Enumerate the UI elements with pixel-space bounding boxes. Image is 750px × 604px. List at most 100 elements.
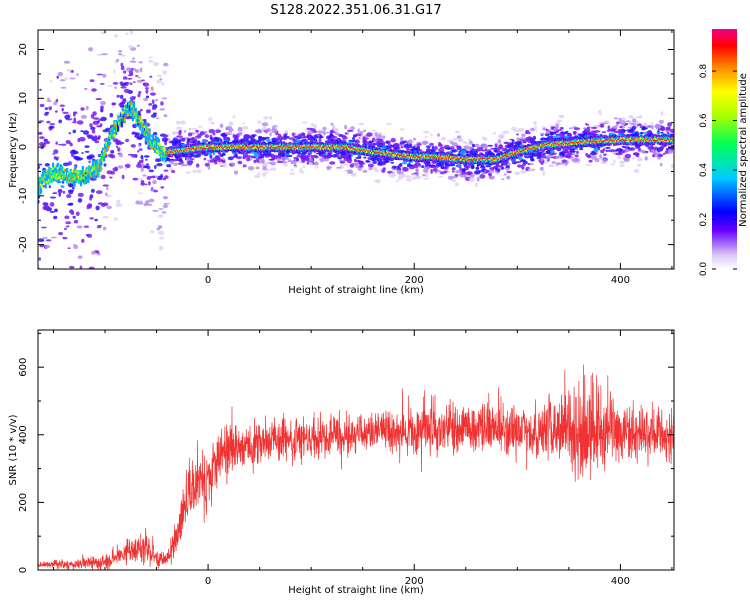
- spectrogram-cell: [151, 87, 154, 92]
- spectrogram-cell: [233, 115, 236, 118]
- spectrogram-cell: [61, 108, 64, 112]
- spectrogram-cell: [366, 132, 372, 137]
- spectrogram-cell: [618, 134, 621, 136]
- spectrogram-cell: [600, 134, 602, 137]
- spectrogram-cell: [585, 123, 588, 125]
- spectrogram-cell: [283, 164, 287, 167]
- spectrogram-ridge-cell: [139, 116, 141, 118]
- spectrogram-cell: [180, 120, 185, 124]
- spectrogram-cell: [98, 202, 104, 205]
- spectrogram-cell: [68, 247, 71, 249]
- spectrogram-ridge-cell: [61, 167, 63, 172]
- spectrogram-cell: [235, 137, 238, 140]
- spectrogram-cell: [242, 126, 249, 130]
- spectrogram-cell: [217, 158, 221, 160]
- spectrogram-cell: [406, 141, 410, 143]
- spectrogram-cell: [226, 132, 230, 135]
- spectrogram-cell: [402, 167, 409, 171]
- spectrogram-cell: [600, 124, 604, 128]
- spectrogram-cell: [137, 45, 140, 47]
- spectrogram-cell: [415, 169, 419, 173]
- spectrogram-cell: [316, 136, 319, 138]
- spectrogram-cell: [230, 163, 233, 165]
- spectrogram-cell: [159, 246, 164, 251]
- spectrogram-cell: [77, 311, 83, 314]
- spectrogram-cell: [118, 165, 124, 169]
- spectrogram-cell: [94, 219, 98, 222]
- spectrogram-cell: [148, 60, 153, 63]
- spectrogram-cell: [359, 162, 363, 166]
- spectrogram-cell: [630, 115, 633, 118]
- spectrogram-cell: [128, 45, 133, 49]
- spectrogram-cell: [89, 123, 92, 127]
- spectrogram-cell: [120, 95, 123, 99]
- spectrogram-cell: [102, 184, 109, 186]
- spectrogram-cell: [73, 156, 77, 160]
- spectrogram-cell: [281, 157, 287, 160]
- spectrogram-cell: [313, 124, 317, 129]
- spectrogram-cell: [131, 68, 134, 70]
- spectrogram-cell: [381, 169, 385, 173]
- spectrogram-cell: [495, 143, 498, 148]
- spectrogram-cell: [489, 167, 495, 170]
- spectrogram-cell: [38, 238, 45, 242]
- spectrogram-cell: [209, 129, 216, 133]
- spectrogram-cell: [534, 126, 537, 130]
- spectrogram-cell: [604, 121, 610, 123]
- spectrogram-cell: [540, 138, 543, 141]
- spectrogram-cell: [482, 137, 487, 141]
- spectrogram-ridge-cell: [159, 144, 161, 146]
- spectrogram-cell: [115, 204, 122, 207]
- spectrogram-cell: [78, 198, 83, 203]
- spectrogram-cell: [145, 200, 149, 204]
- spectrogram-cell: [455, 131, 460, 133]
- spectrogram-cell: [40, 323, 45, 327]
- spectrogram-cell: [499, 136, 503, 138]
- spectrogram-cell: [603, 159, 608, 163]
- spectrogram-cell: [110, 155, 115, 159]
- spectrogram-cell: [598, 110, 601, 114]
- spectrogram-cell: [145, 159, 148, 161]
- spectrogram-cell: [150, 92, 156, 95]
- spectrogram-ridge-cell: [149, 132, 151, 134]
- spectrogram-cell: [66, 13, 72, 16]
- spectrogram-cell: [43, 237, 48, 239]
- spectrogram-cell: [281, 137, 287, 140]
- spectrogram-cell: [262, 167, 267, 171]
- spectrogram-cell: [439, 144, 442, 147]
- spectrogram-cell: [331, 123, 334, 126]
- spectrogram-cell: [497, 170, 500, 172]
- spectrogram-cell: [50, 202, 55, 207]
- spectrogram-cell: [113, 82, 119, 85]
- spectrogram-cell: [263, 154, 269, 156]
- spectrogram-cell: [81, 329, 83, 332]
- spectrogram-cell: [330, 133, 332, 136]
- spectrogram-cell: [156, 80, 162, 84]
- spectrogram-cell: [488, 173, 492, 176]
- spectrogram-cell: [341, 155, 348, 158]
- spectrogram-cell: [173, 132, 176, 135]
- spectrogram-cell: [576, 151, 579, 154]
- spectrogram-cell: [547, 158, 549, 162]
- spectrogram-cell: [462, 168, 466, 172]
- spectrogram-cell: [160, 186, 164, 188]
- spectrogram-cell: [164, 170, 169, 172]
- spectrogram-cell: [45, 112, 49, 114]
- spectrogram-cell: [88, 47, 93, 51]
- spectrogram-cell: [334, 128, 337, 132]
- spectrogram-cell: [322, 127, 326, 131]
- spectrogram-cell: [114, 87, 117, 89]
- spectrogram-cell: [298, 134, 303, 137]
- spectrogram-cell: [624, 158, 630, 162]
- spectrogram-cell: [305, 158, 309, 161]
- spectrogram-cell: [353, 134, 357, 137]
- spectrogram-cell: [272, 126, 276, 130]
- spectrogram-cell: [200, 131, 205, 135]
- spectrogram-cell: [551, 161, 555, 164]
- spectrogram-cell: [527, 136, 533, 140]
- spectrogram-cell: [69, 266, 74, 269]
- spectrogram-cell: [156, 163, 162, 166]
- spectrogram-cell: [292, 160, 297, 164]
- spectrogram-cell: [58, 310, 63, 314]
